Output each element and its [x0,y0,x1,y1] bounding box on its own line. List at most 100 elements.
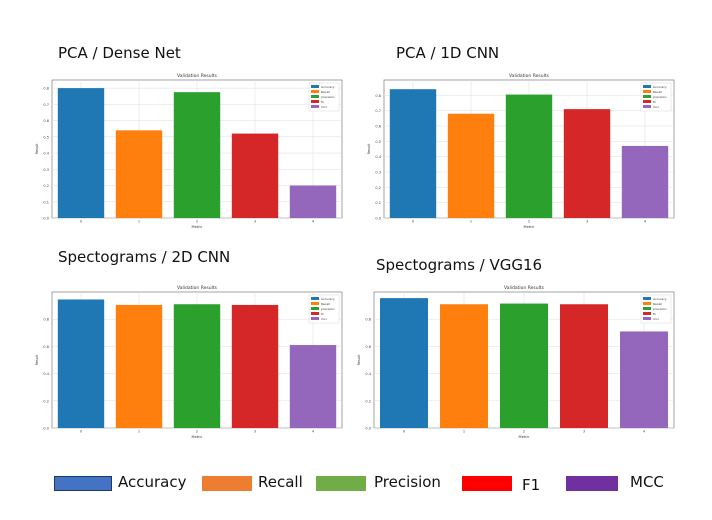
chart-legend-swatch [311,105,319,108]
chart-legend-swatch [643,95,651,98]
chart-legend-swatch [643,302,651,305]
y-tick-label: 0.1 [43,200,49,204]
y-tick-label: 0.2 [43,399,49,403]
x-tick-label: 4 [644,220,647,224]
y-tick-label: 0.4 [375,155,381,159]
y-tick-label: 0.5 [43,135,49,139]
bar-mcc [621,145,669,218]
chart-legend-swatch [311,317,319,320]
x-tick-label: 1 [470,220,472,224]
bar-f1 [560,304,608,428]
chart-legend-label: f1 [321,312,324,316]
chart-legend-swatch [643,312,651,315]
chart-legend-swatch [311,90,319,93]
chart-title: Validation Results [504,285,545,291]
panel-title: Spectograms / 2D CNN [58,248,231,266]
y-tick-label: 0.5 [375,140,381,144]
bar-recall [115,130,163,218]
chart-legend-label: Recall [321,90,330,94]
x-tick-label: 4 [312,430,315,434]
x-tick-label: 0 [412,220,414,224]
chart-legend-swatch [311,95,319,98]
chart-legend-swatch [311,100,319,103]
chart-legend-swatch [311,307,319,310]
panel-title: Spectograms / VGG16 [376,256,543,274]
bar-precision [173,304,221,428]
chart-legend-swatch [643,317,651,320]
bar-recall [440,304,488,428]
x-tick-label: 3 [254,430,256,434]
chart-legend-swatch [643,85,651,88]
x-tick-label: 1 [138,220,140,224]
chart-legend-swatch [643,297,651,300]
legend-label: Precision [374,473,441,491]
x-tick-label: 0 [80,220,82,224]
chart-legend-label: Accuracy [653,297,667,301]
x-tick-label: 2 [528,220,530,224]
chart-legend-label: Recall [653,90,662,94]
legend-label: Recall [258,473,303,491]
bar-precision [173,92,221,218]
chart-legend-label: precision [653,95,667,99]
bar-accuracy [389,89,437,218]
y-tick-label: 0.0 [43,217,49,221]
y-tick-label: 0.7 [375,109,381,113]
chart-spectograms-2d-cnn: Validation Results 0.0 0.2 0.4 0.6 0.8 0 1 2 3 4 Me… [35,285,343,439]
chart-legend-label: precision [653,307,667,311]
y-axis-label: Result [35,143,39,154]
chart-legend-swatch [643,307,651,310]
x-tick-label: 4 [312,220,315,224]
chart-legend-label: mcc [321,105,328,109]
chart-legend-label: Accuracy [321,85,335,89]
bar-accuracy [380,298,428,428]
chart-legend-label: f1 [653,100,656,104]
y-tick-label: 0.8 [365,318,371,322]
chart-legend-label: mcc [321,317,328,321]
y-tick-label: 0.3 [375,171,381,175]
y-tick-label: 0.0 [365,427,371,431]
y-tick-label: 0.6 [43,345,49,349]
chart-title: Validation Results [177,73,218,79]
y-axis-label: Result [367,143,371,154]
bar-mcc [620,331,668,428]
chart-legend-swatch [311,302,319,305]
y-tick-label: 0.6 [375,125,381,129]
chart-legend-label: f1 [653,312,656,316]
y-tick-label: 0.6 [43,119,49,123]
chart-legend-swatch [311,312,319,315]
x-tick-label: 3 [583,430,585,434]
legend-swatch [566,476,618,491]
y-tick-label: 0.4 [43,152,49,156]
chart-legend-label: mcc [653,105,660,109]
y-tick-label: 0.8 [375,94,381,98]
y-tick-label: 0.4 [43,372,49,376]
chart-legend-label: precision [321,307,335,311]
y-tick-label: 0.1 [375,201,381,205]
bar-recall [115,304,163,428]
x-axis-label: Metric [192,435,203,439]
y-tick-label: 0.2 [43,184,49,188]
chart-legend-swatch [643,105,651,108]
bar-accuracy [57,299,105,428]
x-tick-label: 4 [643,430,646,434]
legend-swatch [462,476,512,491]
chart-legend-swatch [311,85,319,88]
legend-swatch [316,476,366,491]
chart-spectograms-vgg16: Validation Results 0.0 0.2 0.4 0.6 0.8 0 1 2 3 4 Me… [357,285,675,439]
bar-f1 [231,304,279,428]
x-tick-label: 3 [586,220,588,224]
x-tick-label: 2 [196,430,198,434]
panel-title: PCA / 1D CNN [396,44,500,62]
y-tick-label: 0.2 [365,399,371,403]
x-tick-label: 0 [403,430,405,434]
chart-legend-label: Recall [653,302,662,306]
x-tick-label: 1 [463,430,465,434]
legend-swatch [202,476,252,491]
y-tick-label: 0.8 [43,318,49,322]
chart-legend-swatch [643,90,651,93]
chart-legend-label: Accuracy [321,297,335,301]
legend-label: Accuracy [118,473,187,491]
